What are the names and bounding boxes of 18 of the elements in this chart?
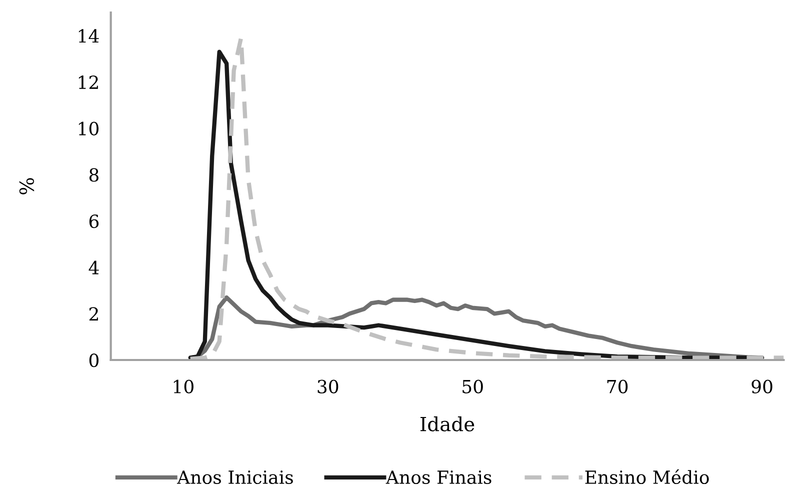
legend-label: Ensino Médio (585, 469, 709, 484)
legend-label: Anos Finais (386, 470, 492, 484)
y-tick-label: 10 (78, 122, 99, 136)
y-tick-label: 2 (89, 307, 98, 321)
y-tick-label: 4 (88, 260, 99, 274)
x-tick-label: 70 (607, 380, 628, 394)
y-tick-label: 6 (89, 214, 99, 228)
x-tick-label: 30 (318, 380, 338, 394)
y-axis-title: % (19, 178, 34, 194)
y-tick-label: 12 (78, 75, 98, 89)
y-tick-label: 14 (78, 29, 99, 43)
x-axis-title: Idade (420, 416, 474, 432)
x-tick-label: 50 (462, 380, 483, 394)
x-tick-label: 10 (174, 380, 194, 394)
y-tick-label: 8 (89, 168, 98, 182)
legend-label: Anos Iniciais (176, 470, 293, 484)
x-tick-label: 90 (752, 380, 772, 394)
y-tick-label: 0 (89, 353, 99, 368)
